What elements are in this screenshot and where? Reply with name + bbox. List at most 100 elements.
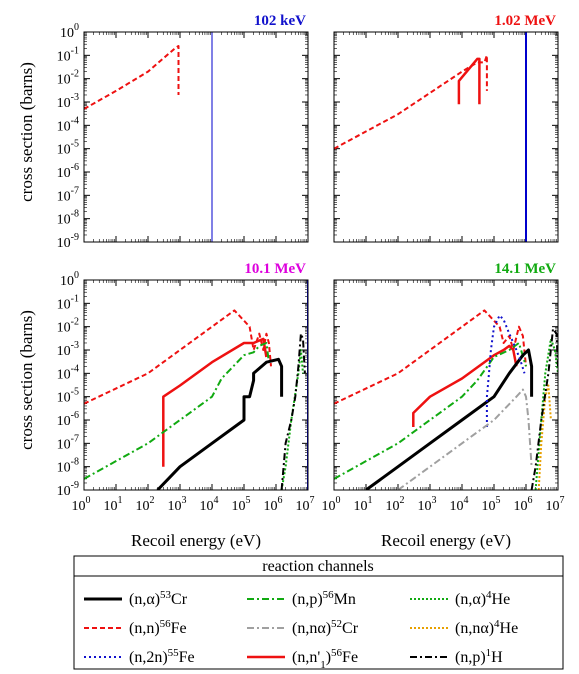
panel-frame [333,31,559,243]
legend-title: reaction channels [262,558,374,575]
legend-label: (n,2n)55Fe [129,647,195,666]
y-tick-label: 10-6 [57,162,79,181]
xlabel-left: Recoil energy (eV) [131,531,261,550]
legend-label: (n,n)56Fe [129,618,187,637]
series-nn56fe [84,45,180,110]
legend-label: (n,nα)52Cr [292,618,359,637]
series-nn156fe [457,57,481,105]
x-tick-label: 104 [200,495,219,514]
legend-label: (n,α)4He [455,589,510,608]
y-tick-label: 10-9 [57,232,79,251]
series-np1h [530,327,558,490]
legend-item-n2n55fe: (n,2n)55Fe [84,647,195,666]
series-np56mn [334,342,527,480]
legend-items: (n,α)53Cr (n,p)56Mn (n,α)4He (n,n)56Fe (n,nα… [84,589,518,671]
x-tick-label: 103 [168,495,187,514]
series-nna52cr [397,388,533,490]
y-tick-label: 10-6 [57,410,79,429]
x-tick-label: 106 [264,495,283,514]
legend: reaction channels (n,α)53Cr (n,p)56Mn (n,α… [73,555,564,671]
series-np56mn [84,342,270,480]
legend-item-nna52cr: (n,nα)52Cr [247,618,359,637]
series-nn156fe [162,337,268,467]
series-na4he [534,337,558,490]
plot-area [334,309,558,490]
y-tick-label: 10-5 [57,387,79,406]
y-tick-label: 10-8 [57,209,79,228]
series-na53cr [156,357,284,490]
ylabel-top: cross section (barns) [17,62,36,202]
x-tick-label: 101 [104,495,123,514]
series-n2n55fe [485,314,526,427]
plot-area [84,280,308,490]
panel-1: 10-9 10-8 10-7 10-6 10-5 10-4 10-3 10-2 10-1 100 1… [57,13,309,251]
y-tick-label: 100 [60,270,79,289]
x-tick-label: 100 [322,495,341,514]
ylabel-bottom: cross section (barns) [17,310,36,450]
legend-item-np56mn: (n,p)56Mn [247,589,356,608]
legend-item-nn56fe: (n,n)56Fe [84,618,187,637]
series-na53cr [365,348,534,490]
y-tick-label: 10-2 [57,69,79,88]
y-tick-label: 10-4 [57,115,79,134]
legend-label: (n,p)56Mn [292,589,356,608]
series-nn56fe [334,54,488,150]
y-tick-label: 10-7 [57,433,79,452]
x-tick-label: 106 [514,495,533,514]
x-tick-label: 101 [354,495,373,514]
series-nn56fe [84,309,272,405]
y-tick-label: 10-4 [57,363,79,382]
series-np1h [280,332,306,490]
x-tick-label: 107 [546,495,565,514]
x-tick-label: 102 [386,495,405,514]
y-tick-label: 10-3 [57,340,79,359]
x-tick-label: 107 [296,495,315,514]
panel-title: 1.02 MeV [494,13,556,29]
plot-area [334,32,527,242]
panel-title: 10.1 MeV [244,261,306,277]
legend-item-na4he: (n,α)4He [410,589,510,608]
ticks [83,31,309,243]
panel-title: 14.1 MeV [494,261,556,277]
series-nn156fe [412,344,518,427]
legend-label: (n,n'1)56Fe [292,647,358,671]
x-tick-label: 105 [232,495,251,514]
y-tick-label: 10-5 [57,139,79,158]
x-tick-label: 100 [72,495,91,514]
legend-item-na53cr: (n,α)53Cr [84,589,188,608]
legend-item-nn156fe: (n,n'1)56Fe [247,647,358,671]
x-tick-label: 104 [450,495,469,514]
panel-4: 100 101 102 103 104 105 106 107 14.1 MeV [322,261,565,514]
panel-3: 10-9 10-8 10-7 10-6 10-5 10-4 10-3 10-2 10-1 100 1… [57,261,315,514]
panel-frame [83,31,309,243]
y-tick-label: 10-7 [57,185,79,204]
legend-item-nna4he: (n,nα)4He [410,618,518,637]
legend-box [73,555,564,670]
panel-title: 102 keV [254,13,306,29]
y-tick-label: 10-1 [57,293,79,312]
ticks [83,279,309,491]
panel-2: 1.02 MeV [333,13,559,243]
y-tick-label: 10-8 [57,457,79,476]
ticks [333,279,559,491]
x-tick-label: 102 [136,495,155,514]
plot-area [84,32,213,242]
y-tick-label: 10-3 [57,92,79,111]
series-na4he [280,349,304,490]
x-tick-label: 103 [418,495,437,514]
legend-label: (n,nα)4He [455,618,518,637]
y-tick-label: 100 [60,22,79,41]
y-tick-label: 10-2 [57,317,79,336]
legend-label: (n,p)1H [455,647,503,666]
panel-frame [83,279,309,491]
x-tick-label: 105 [482,495,501,514]
ticks [333,31,559,243]
series-nn56fe [334,309,527,405]
panel-frame [333,279,559,491]
xlabel-right: Recoil energy (eV) [381,531,511,550]
y-tick-label: 10-9 [57,480,79,499]
y-tick-label: 10-1 [57,45,79,64]
legend-label: (n,α)53Cr [129,589,188,608]
